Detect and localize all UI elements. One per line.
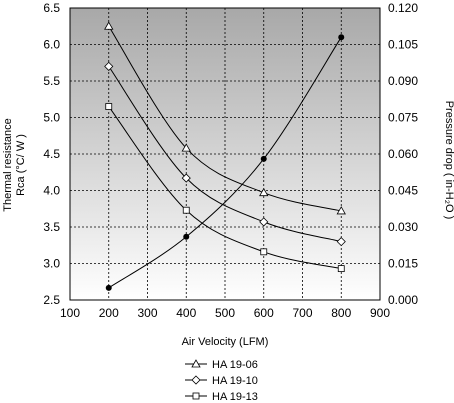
data-point [336, 206, 346, 215]
data-point [181, 173, 191, 183]
x-tick-label: 600 [254, 306, 274, 320]
y-left-tick-label: 3.0 [43, 257, 60, 271]
y-left-tick-label: 6.5 [43, 1, 60, 15]
data-point [260, 248, 268, 256]
x-tick-label: 300 [137, 306, 157, 320]
series-ha-19-06 [104, 21, 346, 215]
y-left-tick-label: 2.5 [43, 293, 60, 307]
y-right-tick-label: 0.045 [388, 184, 418, 198]
y-right-tick-label: 0.105 [388, 38, 418, 52]
grid [70, 8, 380, 300]
data-point [336, 237, 346, 247]
y-left-tick-label: 3.5 [43, 220, 60, 234]
y-left-tick-label: 6.0 [43, 38, 60, 52]
x-axis-label: Air Velocity (LFM) [182, 336, 269, 348]
data-point [181, 143, 191, 152]
series-line [108, 66, 342, 243]
data-point [259, 217, 269, 227]
legend: HA 19-06 HA 19-10 HA 19-13 [185, 359, 258, 403]
y-left-tick-label: 5.5 [43, 74, 60, 88]
x-tick-label: 700 [292, 306, 312, 320]
legend-label: HA 19-10 [212, 375, 258, 387]
x-tick-label: 200 [99, 306, 119, 320]
x-tick-label: 900 [370, 306, 390, 320]
legend-marker [191, 375, 201, 385]
x-tick-label: 400 [176, 306, 196, 320]
data-point [338, 34, 345, 41]
data-point [182, 206, 190, 214]
y-right-tick-label: 0.015 [388, 257, 418, 271]
plot-border [69, 7, 381, 301]
data-point [259, 187, 269, 197]
series-ha-19-10 [104, 61, 346, 247]
x-tick-labels: 100 200 300 400 500 600 700 800 900 [60, 306, 390, 320]
x-tick-label: 100 [60, 306, 80, 320]
series-group [104, 21, 346, 291]
series-pressure-drop [105, 34, 345, 291]
series-line [108, 25, 342, 212]
legend-marker [192, 392, 200, 400]
data-point [104, 61, 114, 71]
y-left-tick-label: 4.0 [43, 184, 60, 198]
legend-marker [191, 359, 201, 368]
legend-label: HA 19-13 [212, 391, 258, 403]
series-line [108, 106, 342, 270]
y-left-tick-label: 4.5 [43, 147, 60, 161]
y-right-tick-label: 0.090 [388, 74, 418, 88]
data-point [105, 284, 112, 291]
series-line [108, 36, 342, 289]
y-right-tick-label: 0.060 [388, 147, 418, 161]
y-right-tick-label: 0.120 [388, 1, 418, 15]
y-right-tick-labels: 0.000 0.015 0.030 0.045 0.060 0.075 0.090 0.105… [388, 1, 418, 307]
data-point [260, 155, 267, 162]
data-point [105, 103, 113, 110]
y-left-axis-label-line2: Rca (°C/ W ) [15, 134, 27, 196]
data-point [104, 21, 114, 30]
series-ha-19-13 [105, 103, 345, 273]
y-left-axis-label-line1: Thermal resistance [2, 118, 14, 212]
legend-label: HA 19-06 [212, 359, 258, 371]
data-point [337, 265, 345, 273]
y-left-tick-labels: 2.5 3.0 3.5 4.0 4.5 5.0 5.5 6.0 6.5 [43, 1, 60, 307]
x-tick-label: 500 [215, 306, 235, 320]
x-tick-label: 800 [331, 306, 351, 320]
y-right-tick-label: 0.000 [388, 293, 418, 307]
y-right-tick-label: 0.030 [388, 220, 418, 234]
data-point [183, 233, 190, 240]
y-right-tick-label: 0.075 [388, 111, 418, 125]
y-left-tick-label: 5.0 [43, 111, 60, 125]
y-right-axis-label: Pressure drop ( in-H₂O ) [443, 101, 454, 220]
